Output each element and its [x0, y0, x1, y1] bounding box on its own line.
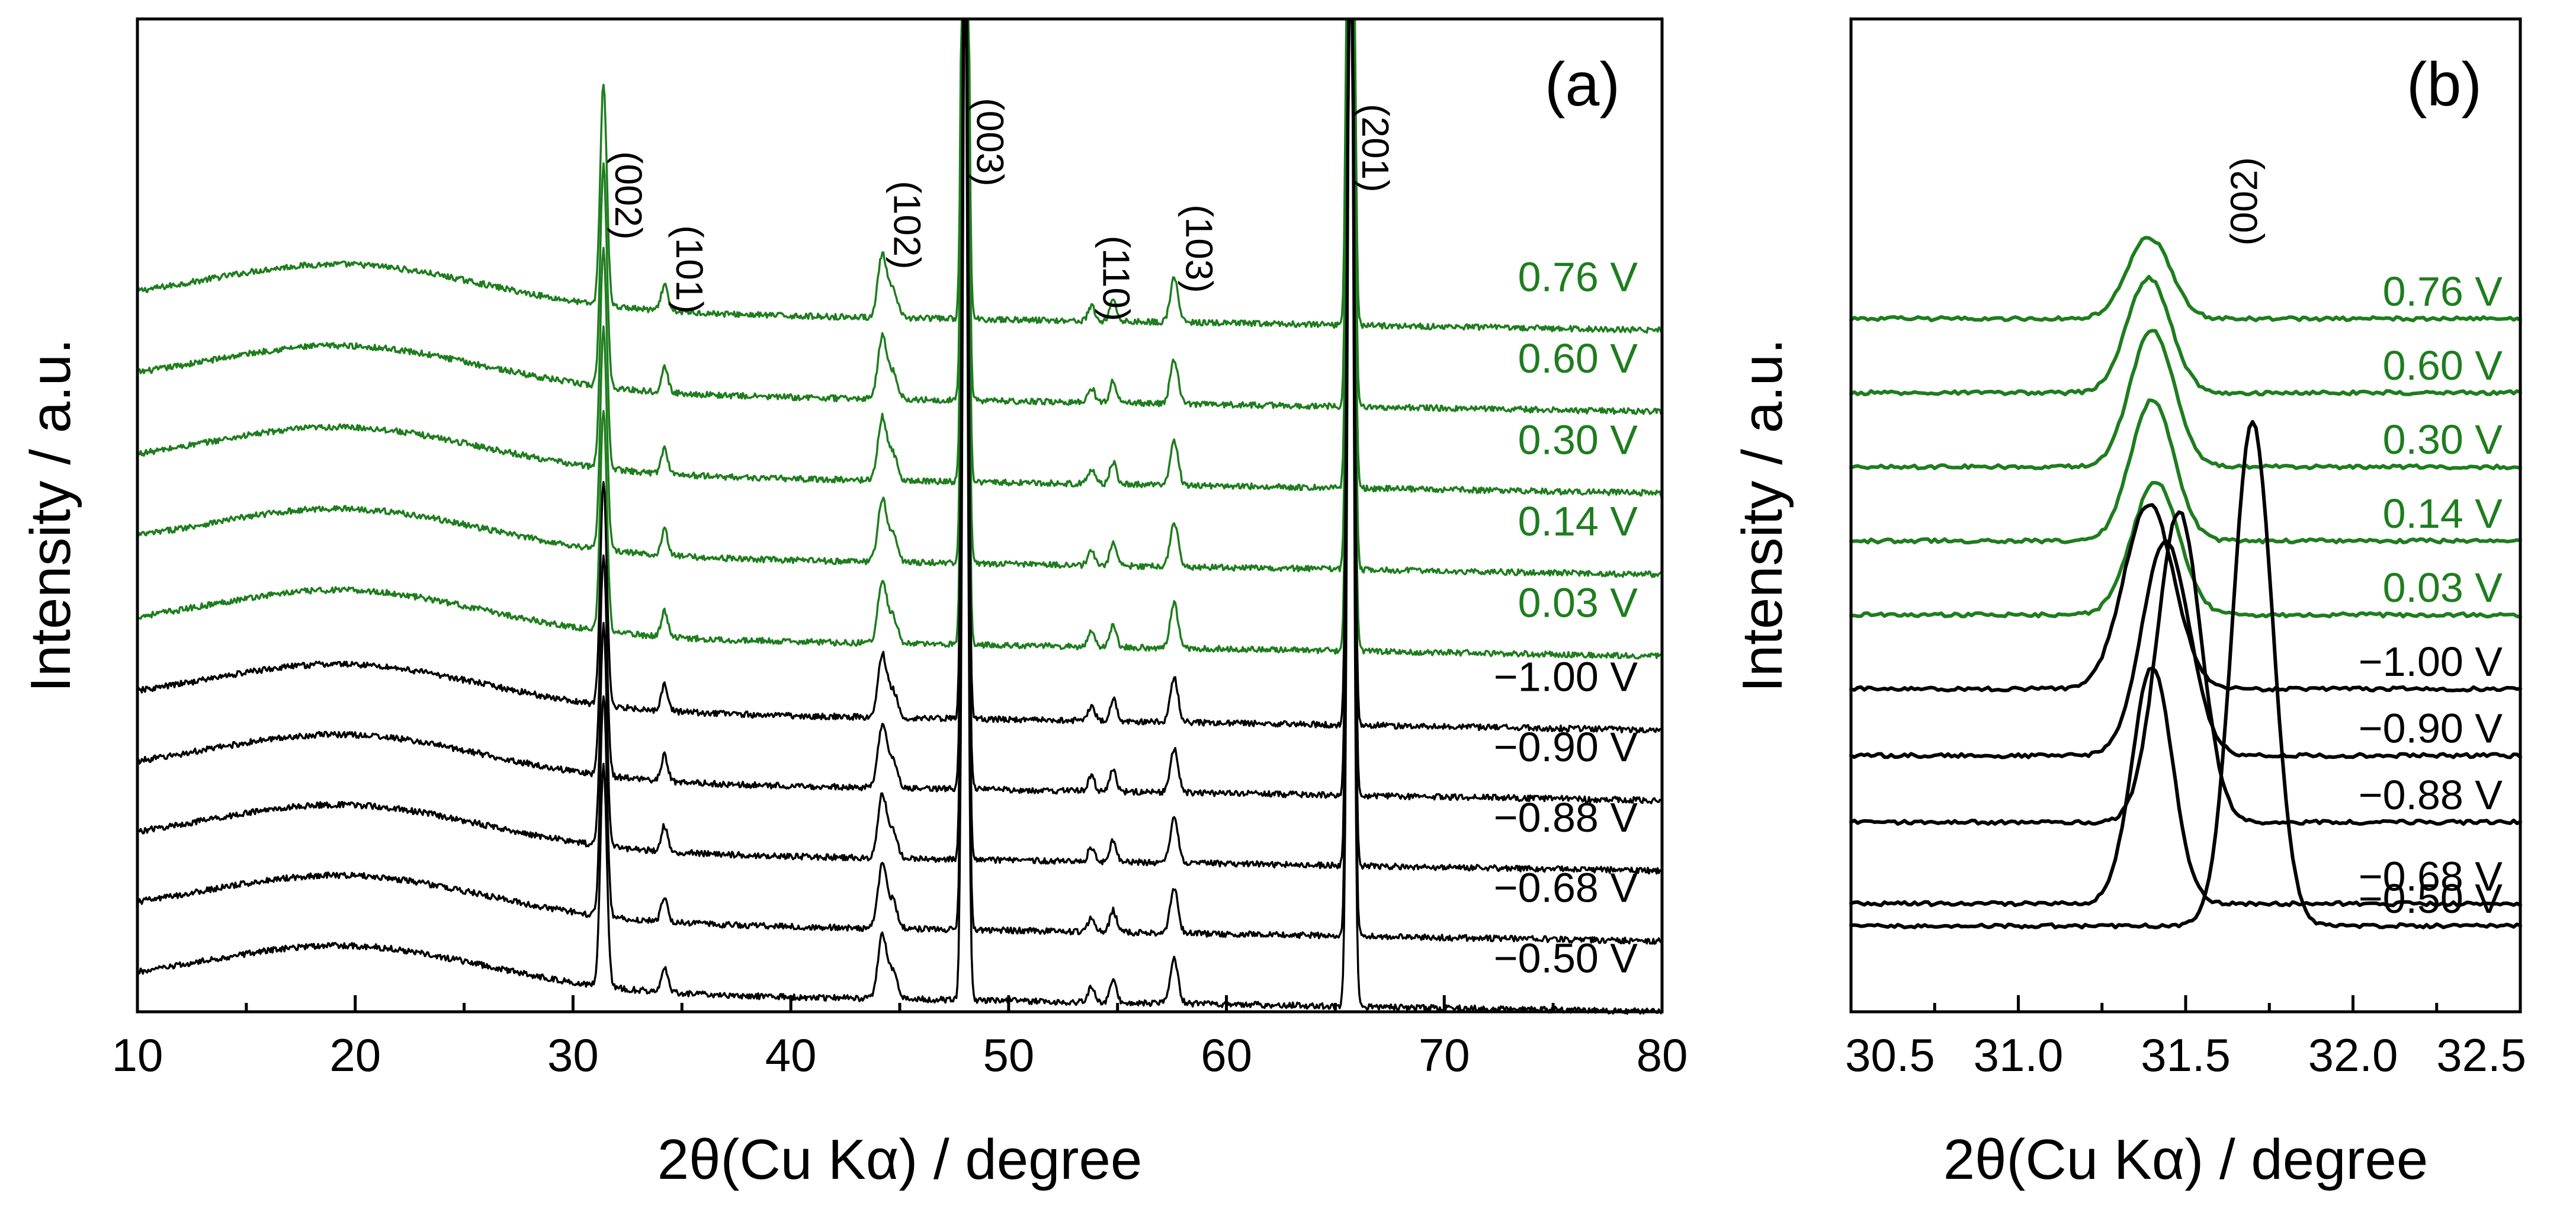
panel-a-x-tick-label: 50	[983, 1029, 1034, 1081]
panel-b-series-line	[1849, 420, 2522, 929]
panel-a-label: (a)	[1545, 50, 1620, 119]
panel-a-x-tick-label: 40	[765, 1029, 817, 1081]
panel-a-x-tick-label: 70	[1419, 1029, 1470, 1081]
panel-a-x-tick-label: 10	[112, 1029, 163, 1081]
panel-b-series-label: 0.30 V	[2383, 416, 2503, 463]
panel-b-series-label: 0.60 V	[2383, 342, 2503, 389]
panel-a-series-label: 0.60 V	[1518, 335, 1638, 381]
panel-a-peak-label: (002)	[607, 151, 650, 239]
panel-a-series-line	[136, 20, 1663, 875]
panel-a-series-line	[136, 20, 1663, 734]
panel-a-series-label: −0.50 V	[1494, 935, 1638, 981]
panel-a-series-label: −1.00 V	[1494, 653, 1638, 700]
panel-a-series-label: −0.88 V	[1494, 794, 1638, 841]
panel-a-series-line	[136, 20, 1663, 1015]
panel-a-frame	[136, 17, 1664, 1014]
panel-b-series-line	[1849, 538, 2522, 759]
panel-b-series-label: 0.03 V	[2383, 565, 2503, 611]
panel-b-series-label: 0.76 V	[2383, 268, 2503, 315]
panel-b-x-tick-label: 32.5	[2436, 1029, 2526, 1081]
panel-b-x-tick-label: 31.0	[1974, 1029, 2064, 1081]
panel-a-x-ticks: 10 20 30 40 50 60 70 80	[112, 995, 1688, 1081]
panel-b-series-label: 0.14 V	[2383, 490, 2503, 537]
panel-a-x-tick-label: 80	[1637, 1029, 1688, 1081]
panel-b-series-line	[1849, 510, 2522, 826]
panel-b-label: (b)	[2407, 50, 2482, 119]
panel-b-x-tick-label: 32.0	[2308, 1029, 2398, 1081]
panel-b-x-axis-label: 2θ(Cu Kα) / degree	[1943, 1128, 2429, 1191]
panel-a-peak-label: (101)	[668, 225, 711, 313]
panel-a-series-label: 0.14 V	[1518, 498, 1638, 544]
panel-a-y-axis-label: Intensity / a.u.	[19, 338, 82, 692]
panel-a-peak-label: (102)	[886, 181, 929, 269]
panel-b-series-line	[1849, 480, 2522, 619]
panel-a-series-line	[136, 20, 1663, 578]
panel-b-series-label: −1.00 V	[2359, 639, 2503, 685]
panel-b-peak-label: (002)	[2222, 157, 2265, 245]
panel-a-series-label: 0.30 V	[1518, 416, 1638, 463]
panel-b-peak-labels: (002)	[2222, 157, 2265, 245]
panel-b-series-line	[1849, 398, 2522, 545]
panel-b-series-line	[1849, 329, 2522, 471]
panel-a-series-label: 0.03 V	[1518, 579, 1638, 626]
panel-a-series-line	[136, 20, 1663, 660]
panel-a-x-tick-label: 30	[547, 1029, 599, 1081]
panel-b-series-label: −0.50 V	[2359, 876, 2503, 922]
panel-a-peak-label: (201)	[1354, 104, 1397, 192]
panel-a-series-labels: 0.76 V 0.60 V 0.30 V 0.14 V 0.03 V −1.00 V −0.…	[1494, 254, 1638, 981]
panel-b-x-tick-label: 31.5	[2141, 1029, 2231, 1081]
panel-a-x-tick-label: 60	[1201, 1029, 1252, 1081]
panel-b-y-axis-label: Intensity / a.u.	[1731, 338, 1794, 692]
panel-b-curves	[1849, 236, 2522, 929]
panel-a-x-axis-label: 2θ(Cu Kα) / degree	[657, 1128, 1143, 1191]
panel-b-series-line	[1849, 503, 2522, 692]
panel-a-peak-label: (103)	[1178, 204, 1220, 293]
panel-a-series-line	[136, 20, 1663, 945]
panel-b-series-line	[1849, 275, 2522, 397]
panel-b-series-line	[1849, 236, 2522, 323]
panel-a-series-line	[136, 20, 1663, 498]
panel-b-chart: 0.76 V 0.60 V 0.30 V 0.14 V 0.03 V −1.00 V −0.…	[1731, 17, 2526, 1191]
panel-a-series-label: −0.68 V	[1494, 865, 1638, 911]
panel-a-series-label: −0.90 V	[1494, 724, 1638, 770]
panel-b-series-label: −0.68 V	[2359, 854, 2503, 900]
panel-a-peak-label: (003)	[968, 98, 1011, 186]
panel-a-peak-label: (110)	[1095, 236, 1138, 322]
panel-a-series-line	[136, 20, 1663, 804]
panel-a-x-tick-label: 20	[329, 1029, 381, 1081]
panel-a-chart: 0.76 V 0.60 V 0.30 V 0.14 V 0.03 V −1.00 V −0.…	[19, 17, 1688, 1191]
panel-a-peak-labels: (002) (101) (102) (003) (110) (103) (201)	[607, 98, 1397, 321]
panel-a-series-line	[136, 20, 1663, 334]
panel-b-x-tick-label: 30.5	[1845, 1029, 1935, 1081]
panel-b-series-label: −0.88 V	[2359, 772, 2503, 818]
panel-a-series-line	[136, 20, 1663, 415]
panel-b-x-ticks: 30.5 31.0 31.5 32.0 32.5	[1845, 995, 2526, 1081]
panel-b-series-line	[1849, 666, 2522, 908]
panel-a-curves	[136, 20, 1663, 1015]
panel-b-series-labels: 0.76 V 0.60 V 0.30 V 0.14 V 0.03 V −1.00 V −0.…	[2359, 268, 2503, 922]
panel-a-series-label: 0.76 V	[1518, 254, 1638, 300]
panel-b-series-label: −0.90 V	[2359, 706, 2503, 752]
